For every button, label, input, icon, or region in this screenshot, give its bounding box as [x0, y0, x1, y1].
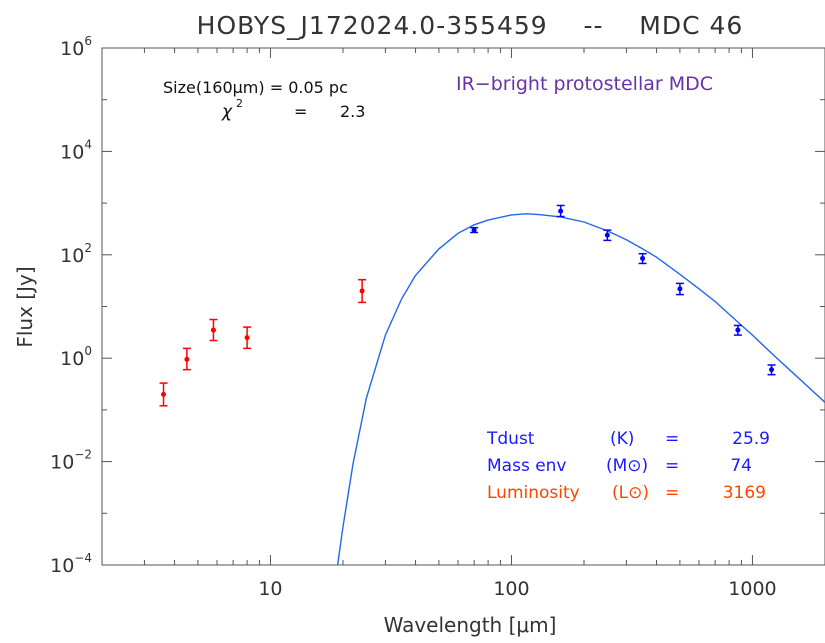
chi2-symbol: χ [221, 102, 233, 122]
luminosity-unit: (L⊙) [612, 483, 649, 503]
data-point-red [159, 382, 168, 407]
point-marker [244, 335, 250, 341]
y-tick-label: 10−2 [50, 448, 92, 474]
x-axis-ticks: 10 100 1000 [101, 48, 825, 600]
data-point-blue [638, 252, 647, 265]
point-marker [677, 286, 683, 292]
y-tick-label: 100 [60, 344, 92, 370]
point-marker [604, 232, 610, 238]
point-marker [471, 227, 477, 233]
y-tick-label: 104 [60, 137, 92, 163]
x-axis-label: Wavelength [μm] [384, 613, 557, 637]
point-marker [359, 288, 365, 294]
y-tick-label: 10−4 [50, 551, 92, 577]
chi2-equals: = [294, 102, 307, 121]
data-point-blue [733, 324, 742, 336]
tdust-value: 25.9 [732, 429, 770, 449]
data-point-blue [470, 226, 479, 234]
point-marker [640, 255, 646, 261]
tdust-unit: (K) [610, 429, 634, 449]
data-point-blue [675, 282, 684, 296]
tdust-equals: = [665, 429, 679, 449]
data-point-red [243, 326, 252, 350]
size-annotation: Size(160μm) = 0.05 pc [163, 78, 348, 97]
point-marker [161, 391, 167, 397]
point-marker [184, 356, 190, 362]
chart-title: HOBYS_J172024.0-355459 -- MDC 46 [197, 11, 744, 40]
data-point-red [358, 278, 367, 304]
x-tick-label: 1000 [728, 578, 776, 600]
mass-unit: (M⊙) [606, 456, 648, 476]
luminosity-equals: = [665, 483, 679, 503]
y-axis-ticks: 10−4 10−2 100 102 104 106 [50, 34, 825, 577]
y-tick-label: 102 [60, 241, 92, 267]
x-tick-label: 10 [258, 578, 282, 600]
data-point-blue [603, 229, 612, 242]
point-marker [210, 327, 216, 333]
mass-value: 74 [730, 456, 752, 476]
classification-annotation: IR−bright protostellar MDC [456, 73, 713, 95]
chi2-value: 2.3 [340, 102, 365, 121]
luminosity-label: Luminosity [487, 483, 580, 503]
data-point-red [209, 318, 218, 342]
plot-frame [101, 47, 825, 566]
point-marker [558, 208, 564, 214]
data-point-blue [556, 204, 565, 218]
luminosity-value: 3169 [723, 483, 766, 503]
point-marker [735, 327, 741, 333]
x-tick-label: 100 [493, 578, 529, 600]
mass-label: Mass env [487, 456, 567, 476]
point-marker [769, 367, 775, 373]
y-axis-label: Flux [Jy] [13, 266, 37, 347]
chi2-superscript: 2 [236, 97, 243, 110]
fit-curve-layer [336, 213, 825, 566]
data-points-layer [159, 204, 776, 407]
data-point-red [182, 347, 191, 371]
y-tick-label: 106 [60, 34, 92, 60]
tdust-label: Tdust [486, 429, 535, 449]
mass-equals: = [665, 456, 679, 476]
data-point-blue [767, 364, 776, 376]
fit-curve [336, 213, 825, 566]
